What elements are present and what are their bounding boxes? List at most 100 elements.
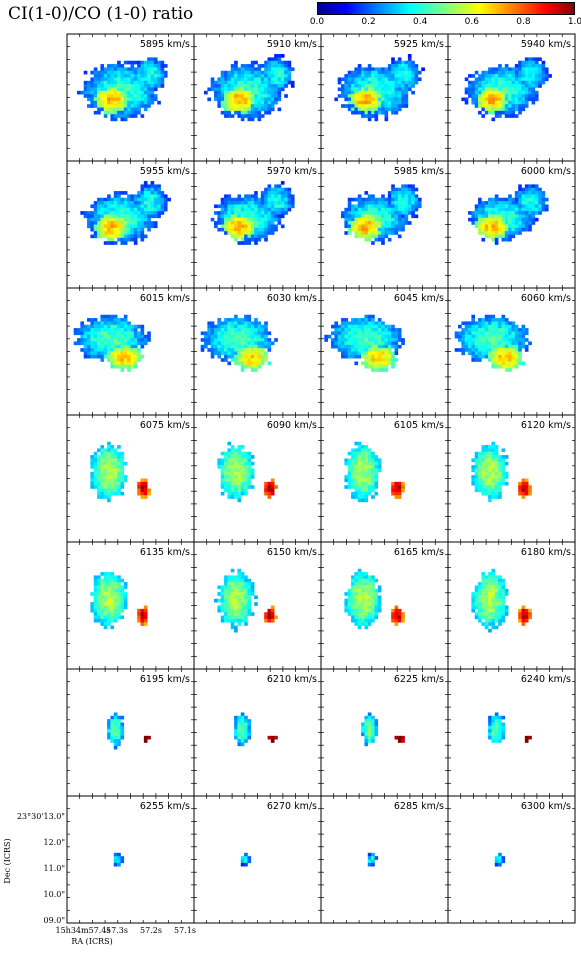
ratio-pixel <box>491 80 496 85</box>
ratio-pixel <box>247 80 252 85</box>
ratio-pixel <box>230 77 235 82</box>
ratio-pixel <box>361 331 365 336</box>
ratio-pixel <box>217 585 222 590</box>
ratio-pixel <box>247 455 252 459</box>
ratio-pixel <box>347 328 352 332</box>
ratio-pixel <box>508 74 512 78</box>
ratio-pixel <box>153 207 158 212</box>
ratio-pixel <box>384 368 389 372</box>
ratio-pixel <box>264 204 268 209</box>
ratio-pixel <box>130 60 135 65</box>
ratio-pixel <box>240 110 245 115</box>
ratio-pixel <box>501 224 506 229</box>
ratio-pixel <box>374 84 379 88</box>
ratio-pixel <box>461 344 466 349</box>
ratio-pixel <box>371 495 375 499</box>
ratio-pixel <box>140 74 145 78</box>
ratio-pixel <box>103 67 108 72</box>
ratio-pixel <box>244 485 248 489</box>
ratio-pixel <box>97 100 101 105</box>
ratio-pixel <box>247 237 252 242</box>
ratio-pixel <box>120 361 125 366</box>
ratio-pixel <box>93 605 98 610</box>
ratio-pixel <box>103 612 108 616</box>
ratio-pixel <box>260 224 265 229</box>
ratio-pixel <box>123 237 128 242</box>
ratio-pixel <box>217 598 222 603</box>
ratio-pixel <box>371 455 375 459</box>
ratio-pixel <box>524 80 529 85</box>
ratio-pixel <box>504 100 509 105</box>
ratio-pixel <box>374 87 379 92</box>
ratio-pixel <box>80 348 85 352</box>
ratio-pixel <box>481 321 486 326</box>
ratio-pixel <box>488 107 492 112</box>
ratio-pixel <box>93 618 98 623</box>
ratio-pixel <box>93 204 98 209</box>
ratio-pixel <box>143 488 148 493</box>
ratio-pixel <box>274 207 278 212</box>
ratio-pixel <box>498 331 502 336</box>
ratio-pixel <box>113 618 118 623</box>
ratio-pixel <box>354 495 359 499</box>
ratio-pixel <box>220 475 225 479</box>
ratio-pixel <box>407 77 412 82</box>
ratio-pixel <box>227 318 232 322</box>
ratio-pixel <box>240 475 245 479</box>
ratio-pixel <box>130 361 135 366</box>
ratio-pixel <box>357 234 362 239</box>
ratio-pixel <box>123 585 128 590</box>
ratio-pixel <box>277 217 282 222</box>
ratio-pixel <box>344 94 349 98</box>
ratio-pixel <box>143 204 148 209</box>
ratio-pixel <box>237 491 242 496</box>
ratio-pixel <box>391 328 395 332</box>
ratio-pixel <box>130 348 135 352</box>
ratio-pixel <box>270 74 275 78</box>
ratio-pixel <box>80 324 85 329</box>
ratio-pixel <box>518 104 522 108</box>
ratio-pixel <box>397 107 402 112</box>
ratio-pixel <box>220 592 225 596</box>
ratio-pixel <box>133 361 138 366</box>
ratio-pixel <box>267 107 272 112</box>
ratio-pixel <box>354 197 359 202</box>
ratio-pixel <box>387 348 392 352</box>
ratio-pixel <box>274 211 278 215</box>
ratio-pixel <box>391 344 395 349</box>
ratio-pixel <box>331 324 335 329</box>
ratio-pixel <box>474 224 479 229</box>
ratio-pixel <box>107 221 111 225</box>
ratio-pixel <box>264 358 268 362</box>
ratio-pixel <box>381 67 385 72</box>
ratio-pixel <box>344 217 349 222</box>
ratio-pixel <box>357 74 362 78</box>
ratio-pixel <box>391 70 395 75</box>
ratio-pixel <box>387 354 392 359</box>
ratio-pixel <box>234 455 238 459</box>
ratio-pixel <box>508 348 512 352</box>
ratio-pixel <box>354 234 359 239</box>
ratio-pixel <box>127 234 131 239</box>
ratio-pixel <box>247 214 252 219</box>
ratio-pixel <box>260 344 265 349</box>
ratio-pixel <box>488 318 492 322</box>
ratio-pixel <box>123 328 128 332</box>
ratio-pixel <box>528 214 532 219</box>
ratio-pixel <box>143 618 148 623</box>
ratio-pixel <box>100 331 105 336</box>
ratio-pixel <box>357 495 362 499</box>
ratio-pixel <box>237 74 242 78</box>
ratio-pixel <box>260 74 265 78</box>
ratio-pixel <box>227 465 232 469</box>
ratio-pixel <box>484 104 489 108</box>
ratio-pixel <box>93 338 98 342</box>
ratio-pixel <box>244 67 248 72</box>
ratio-pixel <box>237 361 242 366</box>
ratio-pixel <box>143 485 148 489</box>
ratio-pixel <box>351 341 355 346</box>
ratio-pixel <box>407 60 412 65</box>
ratio-pixel <box>267 84 272 88</box>
ratio-pixel <box>210 84 215 88</box>
ratio-pixel <box>518 194 522 199</box>
